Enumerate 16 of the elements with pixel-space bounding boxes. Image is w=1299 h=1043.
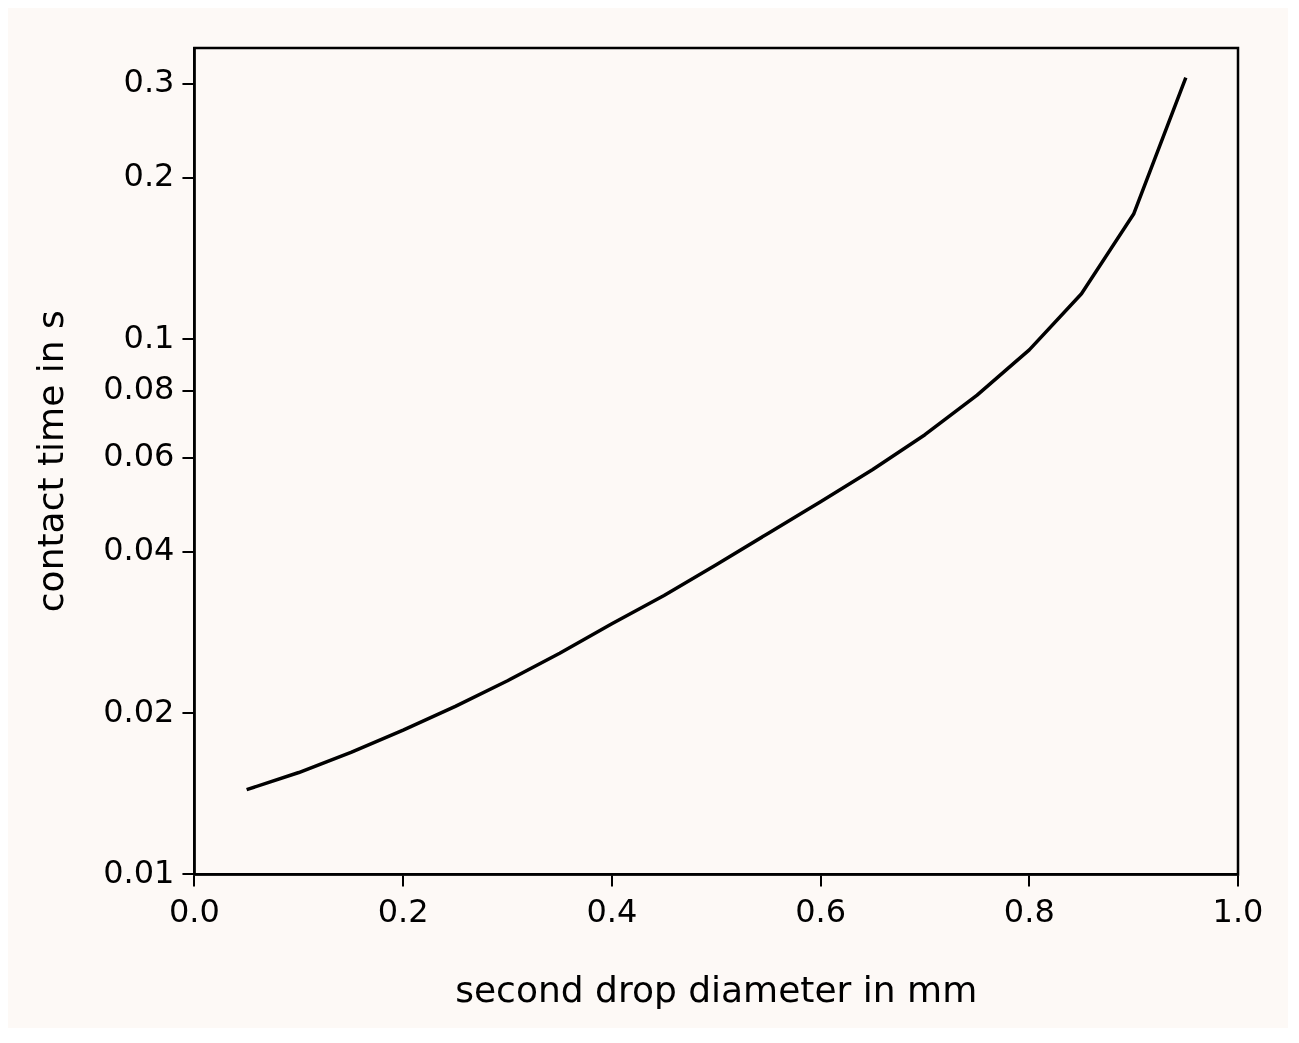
y-tick-label: 0.06 xyxy=(103,436,175,475)
x-tick-label: 1.0 xyxy=(1212,891,1264,930)
y-tick-label: 0.08 xyxy=(103,369,175,408)
x-tick-label: 0.2 xyxy=(377,891,429,930)
x-tick-label: 0.4 xyxy=(586,891,638,930)
y-tick-label: 0.1 xyxy=(123,317,175,356)
y-tick-label: 0.2 xyxy=(123,156,175,195)
x-axis-title: second drop diameter in mm xyxy=(455,968,978,1010)
x-tick-label: 0.0 xyxy=(169,891,220,930)
y-tick-label: 0.01 xyxy=(103,852,175,891)
y-tick-label: 0.02 xyxy=(103,691,175,730)
y-tick-label: 0.04 xyxy=(103,530,175,569)
y-axis-title: contact time in s xyxy=(29,310,71,613)
x-tick-label: 0.6 xyxy=(795,891,847,930)
y-tick-label: 0.3 xyxy=(123,62,175,101)
x-tick-label: 0.8 xyxy=(1003,891,1055,930)
